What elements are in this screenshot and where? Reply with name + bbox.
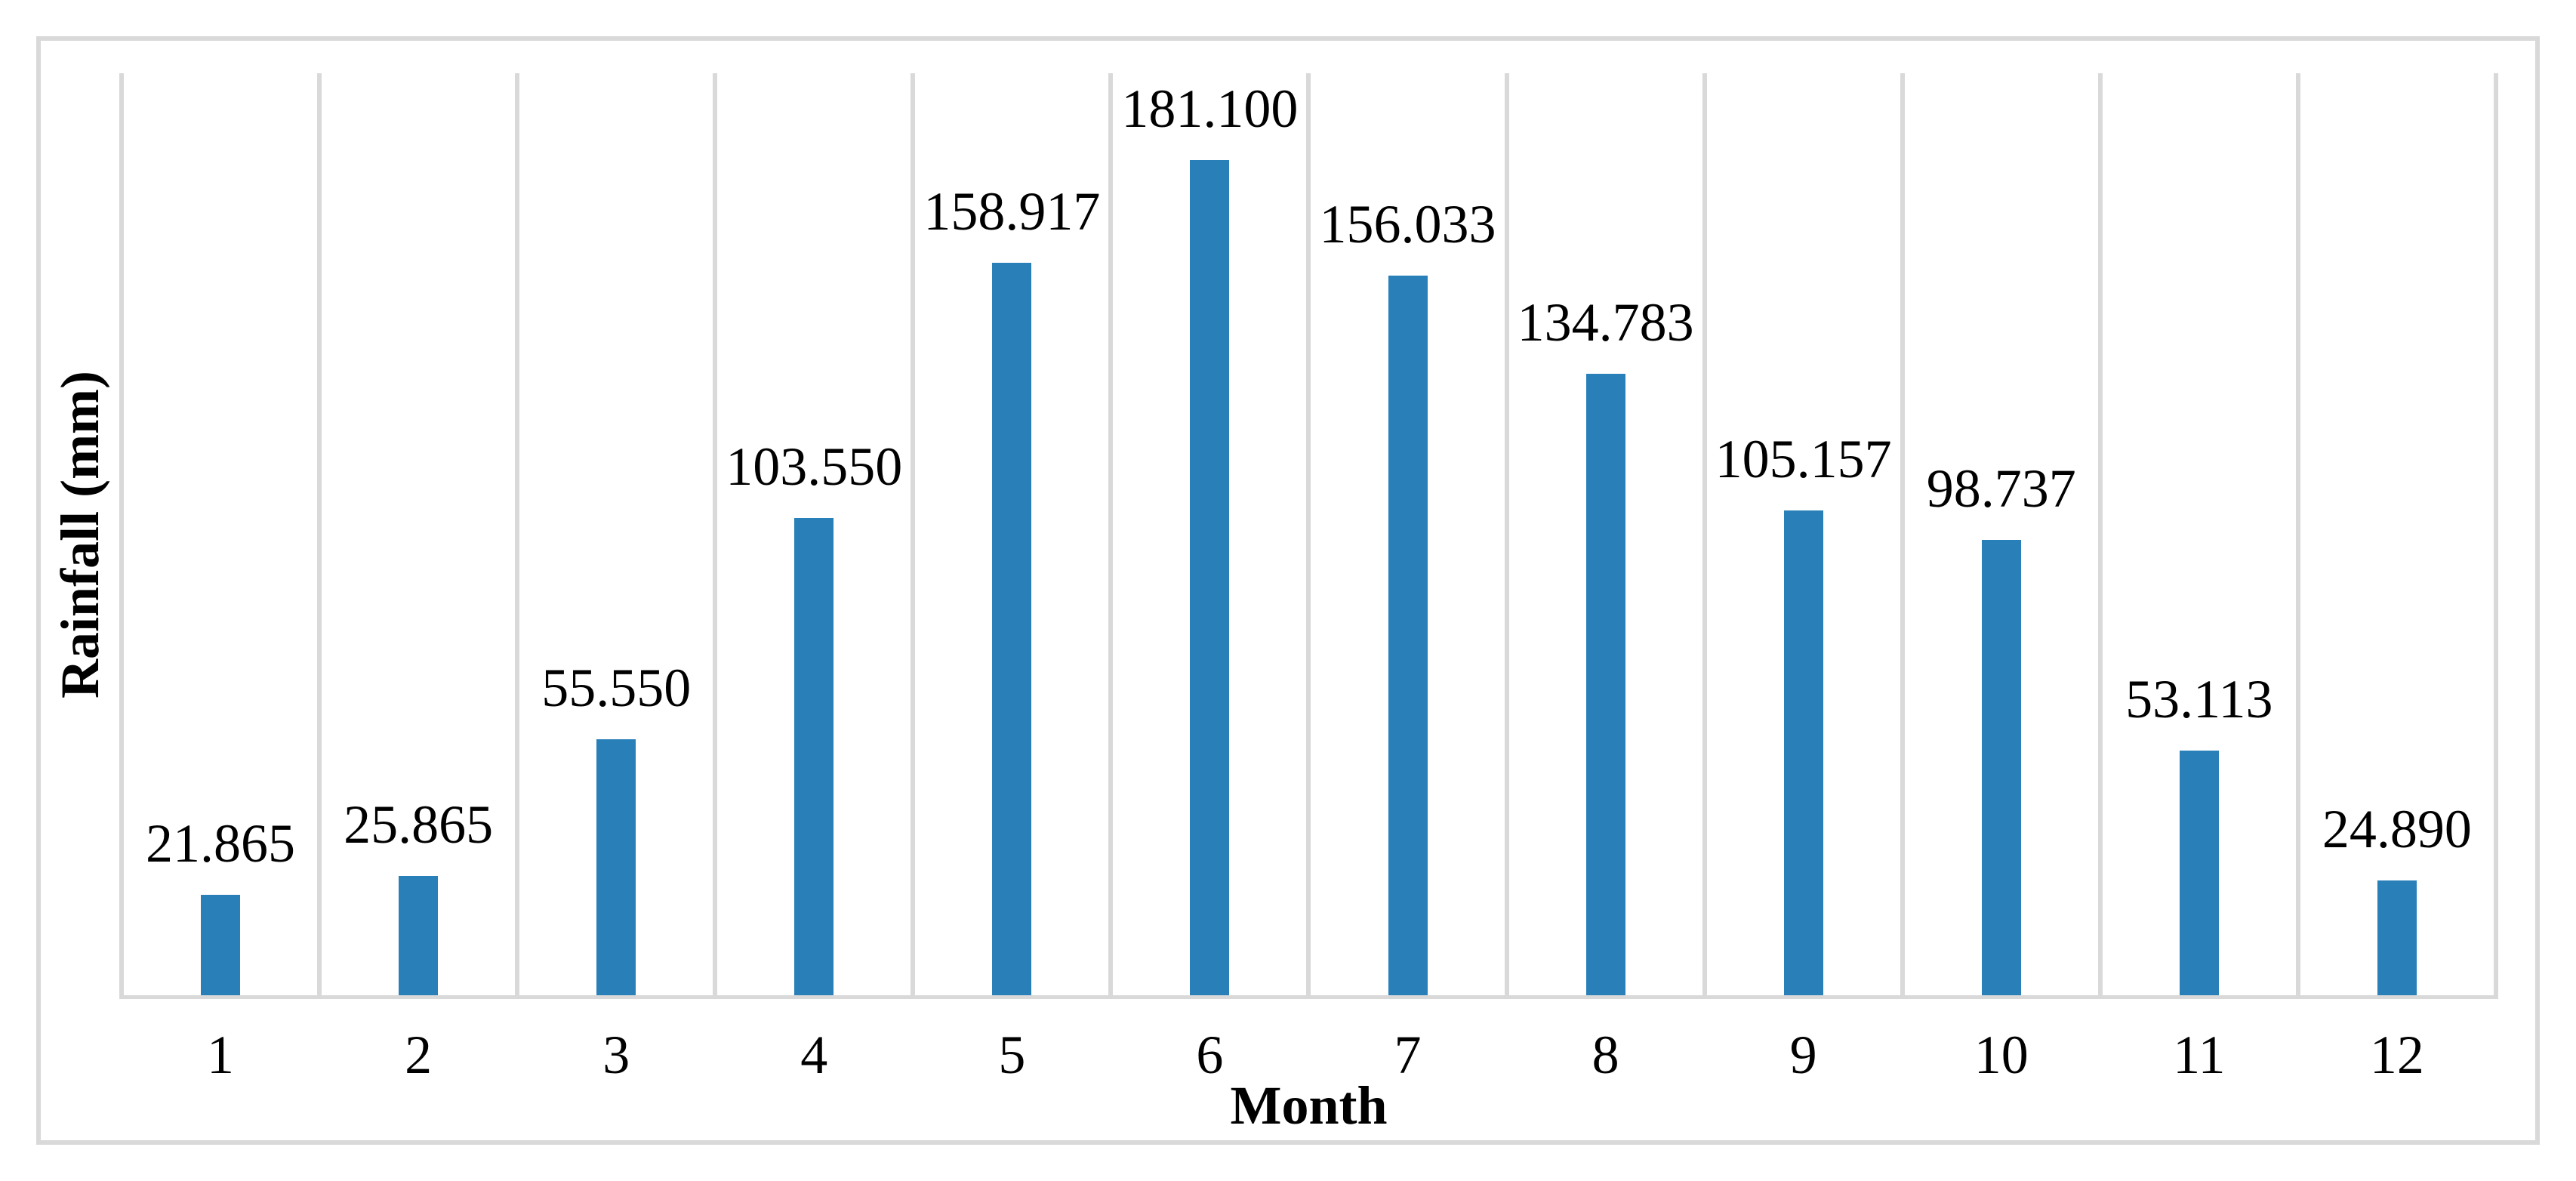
value-label-month-7: 156.033	[1319, 194, 1496, 255]
x-tick-label-3: 3	[602, 1025, 630, 1085]
x-tick-label-12: 12	[2369, 1025, 2424, 1085]
y-axis-title: Rainfall (mm)	[50, 370, 110, 698]
value-label-month-6: 181.100	[1121, 79, 1299, 140]
chart-frame: Rainfall (mm) 21.865 25.865 55.550 103.550 1…	[36, 36, 2540, 1145]
value-label-month-5: 158.917	[923, 180, 1101, 242]
plot-column-12: 24.890	[2295, 73, 2498, 995]
plot-column-2: 25.865	[317, 73, 515, 995]
x-tick-label-5: 5	[998, 1025, 1026, 1085]
plot-column-4: 103.550	[713, 73, 911, 995]
x-tick-label-4: 4	[800, 1025, 828, 1085]
plot-column-9: 105.157	[1702, 73, 1900, 995]
bar-month-12	[2377, 880, 2417, 995]
value-label-month-9: 105.157	[1715, 429, 1892, 490]
x-tick-label-8: 8	[1592, 1025, 1619, 1085]
value-label-month-2: 25.865	[344, 794, 494, 856]
plot-column-11: 53.113	[2097, 73, 2296, 995]
value-label-month-10: 98.737	[1926, 458, 2076, 520]
x-tick-label-9: 9	[1789, 1025, 1817, 1085]
bar-month-8	[1585, 374, 1625, 995]
plot-column-3: 55.550	[515, 73, 713, 995]
value-label-month-4: 103.550	[726, 436, 903, 497]
value-label-month-1: 21.865	[146, 813, 296, 874]
x-tick-label-1: 1	[207, 1025, 235, 1085]
plot-area: 21.865 25.865 55.550 103.550 158.917 181.100 1…	[119, 73, 2498, 999]
x-tick-label-11: 11	[2173, 1025, 2226, 1085]
plot-column-1: 21.865	[119, 73, 317, 995]
value-label-month-3: 55.550	[541, 657, 692, 718]
value-label-month-11: 53.113	[2125, 668, 2273, 729]
value-label-month-8: 134.783	[1517, 292, 1694, 353]
x-tick-label-2: 2	[405, 1025, 433, 1085]
x-tick-label-6: 6	[1196, 1025, 1224, 1085]
plot-column-10: 98.737	[1900, 73, 2098, 995]
plot-column-6: 181.100	[1108, 73, 1306, 995]
bar-month-2	[399, 876, 439, 995]
plot-column-8: 134.783	[1504, 73, 1702, 995]
bar-month-9	[1783, 510, 1823, 995]
x-tick-label-10: 10	[1974, 1025, 2029, 1085]
bar-month-4	[794, 517, 834, 995]
bar-month-1	[201, 894, 241, 995]
bar-month-10	[1981, 540, 2021, 995]
bar-month-3	[596, 739, 636, 995]
bar-month-7	[1388, 276, 1428, 995]
x-tick-label-7: 7	[1394, 1025, 1422, 1085]
bar-month-5	[992, 262, 1032, 995]
value-label-month-12: 24.890	[2322, 799, 2472, 860]
x-axis: 1 2 3 4 5 6 7 8 9 10 11 12	[119, 1028, 2498, 1096]
x-axis-title: Month	[1230, 1075, 1388, 1136]
bar-month-6	[1190, 160, 1230, 995]
plot-column-5: 158.917	[911, 73, 1108, 995]
plot-column-7: 156.033	[1306, 73, 1504, 995]
bar-month-11	[2179, 750, 2219, 995]
